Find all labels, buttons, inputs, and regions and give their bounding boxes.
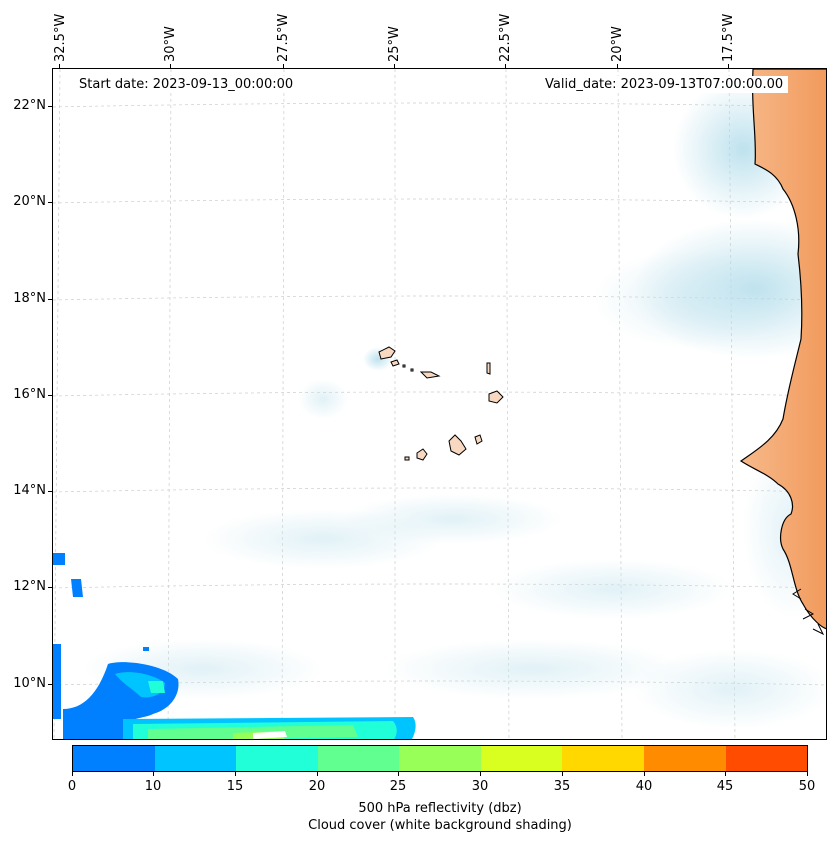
- colorbar-segment: [562, 746, 644, 771]
- map-canvas: [53, 69, 826, 739]
- colorbar-segment: [73, 746, 155, 771]
- lon-label-17-5w: 17.5°W: [721, 13, 736, 62]
- colorbar-segment: [317, 746, 400, 771]
- africa-coast-detail: [792, 588, 825, 636]
- colorbar-tick: [562, 772, 563, 776]
- colorbar-tick-label: 50: [798, 779, 816, 794]
- lat-label-14n: 14°N: [13, 483, 46, 498]
- colorbar-segment: [643, 746, 726, 771]
- colorbar-title: 500 hPa reflectivity (dbz): [358, 801, 522, 816]
- colorbar-tick: [153, 772, 154, 776]
- lat-label-18n: 18°N: [13, 291, 46, 306]
- lon-tick: [283, 64, 284, 68]
- lat-label-20n: 20°N: [13, 194, 46, 209]
- lon-tick: [617, 64, 618, 68]
- reflectivity-colorbar: [72, 745, 808, 772]
- colorbar-tick-label: 30: [471, 779, 489, 794]
- cloud-cover-shading: [83, 79, 826, 729]
- lat-label-12n: 12°N: [13, 579, 46, 594]
- lat-tick: [48, 395, 52, 396]
- colorbar-tick: [480, 772, 481, 776]
- lat-label-16n: 16°N: [13, 387, 46, 402]
- colorbar-segment: [480, 746, 563, 771]
- lon-label-20w: 20°W: [610, 26, 625, 62]
- lon-label-22-5w: 22.5°W: [498, 13, 513, 62]
- lat-tick: [48, 299, 52, 300]
- colorbar-tick-label: 15: [226, 779, 244, 794]
- colorbar-tick-label: 45: [716, 779, 734, 794]
- colorbar-tick-label: 0: [67, 779, 77, 794]
- lon-label-27-5w: 27.5°W: [276, 13, 291, 62]
- colorbar-subtitle: Cloud cover (white background shading): [308, 818, 572, 833]
- valid-date-label: Valid_date: 2023-09-13T07:00:00.00: [540, 76, 789, 93]
- lon-tick: [170, 64, 171, 68]
- start-date-label: Start date: 2023-09-13_00:00:00: [74, 76, 299, 93]
- lon-tick: [728, 64, 729, 68]
- lat-tick: [48, 684, 52, 685]
- lat-label-10n: 10°N: [13, 676, 46, 691]
- colorbar-tick: [72, 772, 73, 776]
- lon-tick: [394, 64, 395, 68]
- colorbar-tick-label: 40: [635, 779, 653, 794]
- colorbar-tick: [807, 772, 808, 776]
- gridlines: [53, 69, 826, 739]
- reflectivity-shading: [53, 553, 416, 739]
- colorbar-tick-label: 35: [553, 779, 571, 794]
- lon-label-30w: 30°W: [163, 26, 178, 62]
- map-panel[interactable]: Start date: 2023-09-13_00:00:00 Valid_da…: [52, 68, 827, 740]
- colorbar-segment: [236, 746, 318, 771]
- colorbar-tick-label: 20: [308, 779, 326, 794]
- lon-tick: [505, 64, 506, 68]
- colorbar-tick: [235, 772, 236, 776]
- colorbar-segment: [399, 746, 481, 771]
- lat-tick: [48, 491, 52, 492]
- lat-tick: [48, 587, 52, 588]
- lon-label-32-5w: 32.5°W: [53, 13, 68, 62]
- cape-verde-islands: [378, 346, 504, 461]
- africa-landmass: [739, 69, 826, 630]
- colorbar-tick-label: 10: [144, 779, 162, 794]
- colorbar-tick: [644, 772, 645, 776]
- lat-label-22n: 22°N: [13, 98, 46, 113]
- colorbar-tick: [725, 772, 726, 776]
- lon-tick: [59, 64, 60, 68]
- colorbar-tick: [398, 772, 399, 776]
- colorbar-tick-label: 25: [389, 779, 407, 794]
- lon-label-25w: 25°W: [387, 26, 402, 62]
- lat-tick: [48, 106, 52, 107]
- colorbar-segment: [154, 746, 237, 771]
- colorbar-segment: [725, 746, 808, 771]
- lat-tick: [48, 202, 52, 203]
- colorbar-tick: [317, 772, 318, 776]
